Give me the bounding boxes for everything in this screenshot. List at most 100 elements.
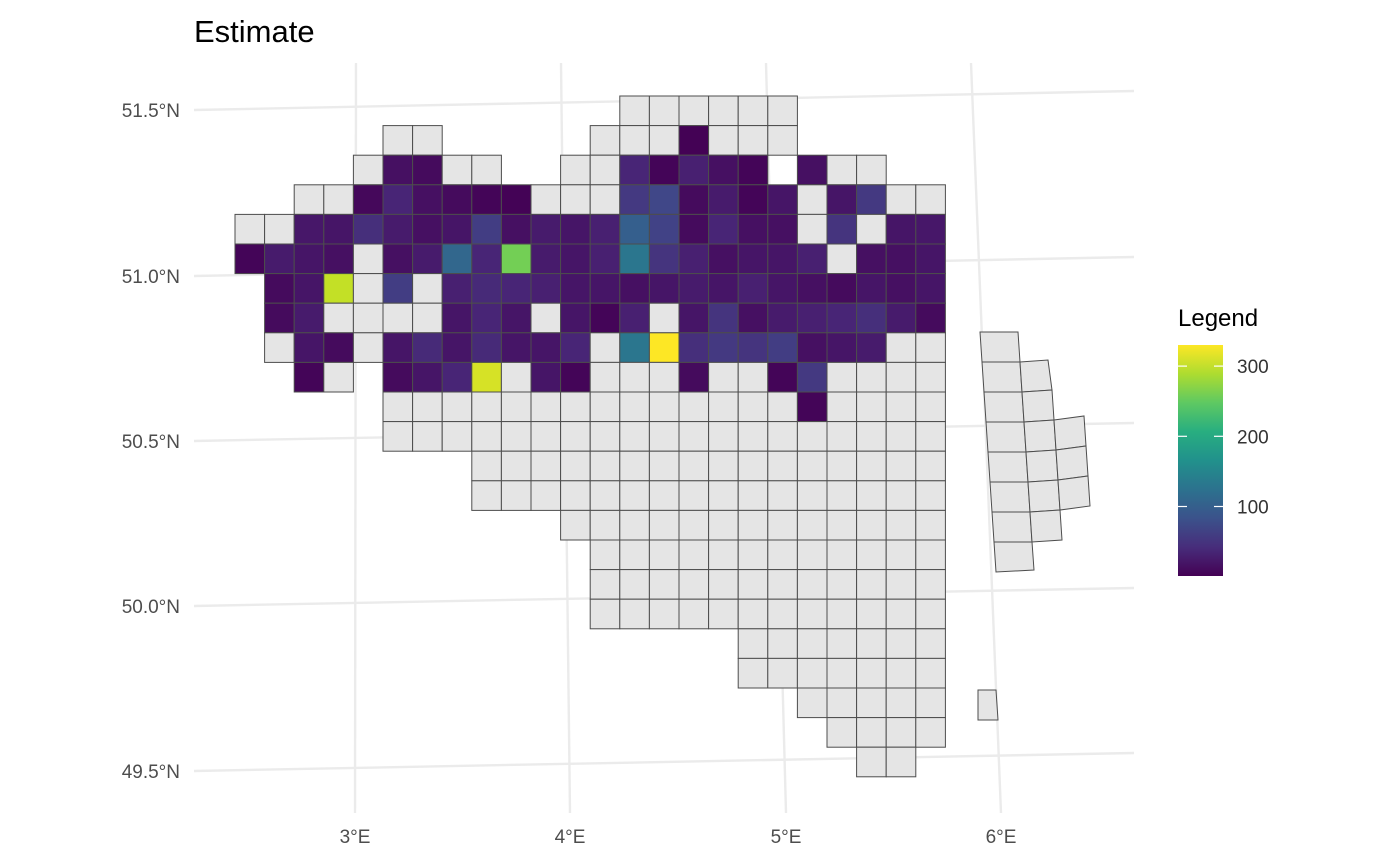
grid-cell (826, 361, 858, 393)
legend-title: Legend (1178, 305, 1258, 332)
grid-cell (619, 450, 650, 482)
grid-cell (737, 657, 769, 689)
grid-cell (796, 598, 828, 630)
grid-cell (471, 421, 502, 452)
grid-cell (856, 598, 887, 630)
grid-cell (1053, 415, 1087, 451)
grid-cell (767, 628, 798, 659)
grid-cell (352, 273, 384, 304)
grid-cell (796, 539, 828, 571)
grid-cell (441, 154, 473, 186)
grid-cell (708, 391, 739, 423)
grid-cell (885, 480, 917, 511)
grid-cell (915, 421, 946, 452)
grid-cell (885, 687, 917, 719)
grid-cell (856, 450, 887, 482)
grid-cell (619, 480, 650, 511)
y-tick-label: 50.0°N (122, 597, 180, 618)
grid-cell (678, 332, 710, 363)
grid-cell (293, 302, 325, 334)
grid-cell (560, 361, 591, 393)
grid-cell (412, 213, 443, 245)
grid-cell (915, 598, 946, 630)
grid-cell (471, 391, 502, 423)
grid-cell (441, 302, 473, 334)
grid-cell (530, 480, 562, 511)
grid-cell (530, 421, 562, 452)
grid-cell (589, 450, 621, 482)
grid-cell (589, 243, 621, 275)
grid-cell (530, 302, 562, 334)
grid-cell (530, 273, 562, 304)
legend-tick-label: 200 (1237, 427, 1269, 448)
grid-cell (885, 539, 917, 571)
grid-cell (1019, 359, 1053, 393)
legend-tick-label: 100 (1237, 498, 1269, 519)
grid-cell (737, 95, 769, 127)
grid-cell (471, 480, 502, 511)
grid-cell (678, 421, 710, 452)
grid-cell (915, 332, 946, 363)
grid-cell (412, 302, 443, 334)
grid-cell (767, 598, 798, 630)
grid-cell (678, 539, 710, 571)
grid-cell (708, 273, 739, 304)
grid-cell (885, 746, 917, 778)
grid-cell (885, 421, 917, 452)
grid-cell (530, 450, 562, 482)
grid-cell (767, 361, 798, 393)
grid-cell (826, 657, 858, 689)
grid-cell (382, 154, 414, 186)
grid-cell (264, 213, 295, 245)
grid-cell (856, 509, 887, 541)
grid-cell (412, 421, 443, 452)
grid-cell (885, 213, 917, 245)
grid-cell (796, 154, 828, 186)
grid-cell (983, 391, 1025, 423)
grid-cell (382, 361, 414, 393)
grid-cell (648, 125, 680, 156)
grid-cell (796, 450, 828, 482)
grid-cell (648, 154, 680, 186)
grid-cell (471, 361, 502, 393)
grid-cell (264, 302, 295, 334)
grid-cell (471, 332, 502, 363)
grid-cell (619, 569, 650, 600)
grid-cell (648, 213, 680, 245)
grid-cell (708, 213, 739, 245)
grid-cell (826, 213, 858, 245)
grid-cell (737, 450, 769, 482)
grid-cell (441, 184, 473, 215)
y-tick-label: 49.5°N (122, 762, 180, 783)
grid-cell (856, 391, 887, 423)
grid-cell (589, 332, 621, 363)
grid-cell (589, 421, 621, 452)
grid-cell (796, 273, 828, 304)
grid-cell (767, 480, 798, 511)
grid-cells (234, 95, 1091, 778)
grid-cell (915, 657, 946, 689)
grid-cell (560, 154, 591, 186)
grid-cell (767, 273, 798, 304)
grid-cell (500, 302, 532, 334)
grid-cell (441, 361, 473, 393)
legend: Legend 100 200 300 (1178, 305, 1269, 576)
grid-cell (619, 273, 650, 304)
grid-cell (352, 243, 384, 275)
grid-cell (826, 598, 858, 630)
grid-cell (826, 687, 858, 719)
grid-cell (264, 332, 295, 363)
grid-cell (500, 391, 532, 423)
grid-cell (500, 361, 532, 393)
grid-cell (885, 628, 917, 659)
grid-cell (885, 184, 917, 215)
grid-cell (826, 332, 858, 363)
grid-cell (589, 184, 621, 215)
grid-cell (767, 509, 798, 541)
grid-cell (708, 598, 739, 630)
grid-cell (382, 332, 414, 363)
grid-cell (648, 361, 680, 393)
grid-cell (471, 154, 502, 186)
grid-cell (648, 184, 680, 215)
